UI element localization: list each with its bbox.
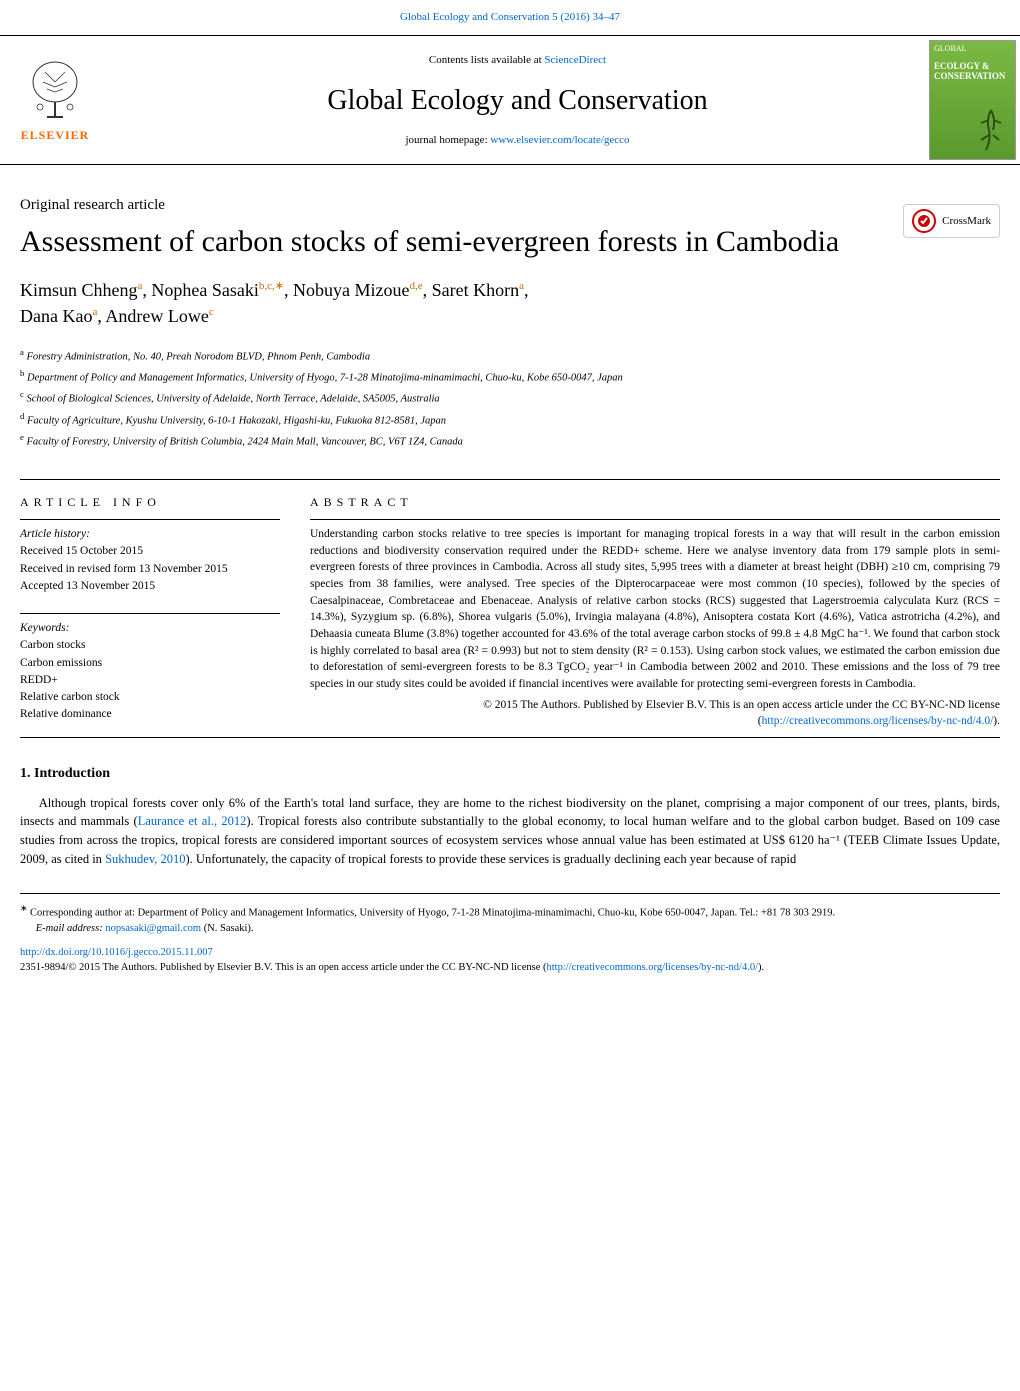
intro-text-c: ). Unfortunately, the capacity of tropic… xyxy=(186,852,797,866)
author-4: Saret Khorn xyxy=(432,280,519,300)
cover-image: GLOBAL ECOLOGY & CONSERVATION xyxy=(929,40,1016,160)
accepted-date: Accepted 13 November 2015 xyxy=(20,578,280,595)
affiliation-d: d Faculty of Agriculture, Kyushu Univers… xyxy=(20,409,1000,430)
cover-lizard-icon xyxy=(971,105,1011,155)
keyword-3: REDD+ xyxy=(20,672,280,689)
crossmark-badge[interactable]: CrossMark xyxy=(903,204,1000,238)
keyword-5: Relative dominance xyxy=(20,706,280,723)
keywords-block: Keywords: Carbon stocks Carbon emissions… xyxy=(20,613,280,724)
email-label: E-mail address: xyxy=(36,923,106,934)
homepage-line: journal homepage: www.elsevier.com/locat… xyxy=(120,133,915,148)
header-citation: Global Ecology and Conservation 5 (2016)… xyxy=(0,0,1020,35)
abstract-column: abstract Understanding carbon stocks rel… xyxy=(310,480,1000,729)
email-line: E-mail address: nopsasaki@gmail.com (N. … xyxy=(20,921,1000,937)
elsevier-logo: ELSEVIER xyxy=(0,36,110,164)
abstract-license: © 2015 The Authors. Published by Elsevie… xyxy=(310,697,1000,729)
article-type: Original research article xyxy=(0,195,1020,216)
corr-text: Corresponding author at: Department of P… xyxy=(30,907,835,918)
homepage-link[interactable]: www.elsevier.com/locate/gecco xyxy=(490,134,629,146)
license-link[interactable]: http://creativecommons.org/licenses/by-n… xyxy=(762,715,994,727)
keyword-2: Carbon emissions xyxy=(20,655,280,672)
issn-text-b: ). xyxy=(758,962,764,973)
email-suffix: (N. Sasaki). xyxy=(201,923,254,934)
abstract-text: Understanding carbon stocks relative to … xyxy=(310,519,1000,693)
author-3: Nobuya Mizoue xyxy=(293,280,409,300)
banner-center: Contents lists available at ScienceDirec… xyxy=(110,36,925,164)
article-info: article info Article history: Received 1… xyxy=(20,480,280,729)
info-abstract-row: article info Article history: Received 1… xyxy=(0,480,1020,729)
issn-line: 2351-9894/© 2015 The Authors. Published … xyxy=(20,960,1000,976)
author-5: Dana Kao xyxy=(20,306,92,326)
author-1: Kimsun Chheng xyxy=(20,280,138,300)
author-1-sup[interactable]: a xyxy=(138,280,143,292)
bottom-info: http://dx.doi.org/10.1016/j.gecco.2015.1… xyxy=(0,937,1020,997)
author-6: Andrew Lowe xyxy=(105,306,208,326)
bottom-license-link[interactable]: http://creativecommons.org/licenses/by-n… xyxy=(547,962,759,973)
issn-text-a: 2351-9894/© 2015 The Authors. Published … xyxy=(20,962,547,973)
affiliation-c: c School of Biological Sciences, Univers… xyxy=(20,387,1000,408)
keywords-label: Keywords: xyxy=(20,620,280,637)
journal-name: Global Ecology and Conservation xyxy=(120,81,915,120)
author-2: Nophea Sasaki xyxy=(151,280,258,300)
revised-date: Received in revised form 13 November 201… xyxy=(20,561,280,578)
intro-paragraph: Although tropical forests cover only 6% … xyxy=(0,794,1020,869)
corresponding-author: ∗ Corresponding author at: Department of… xyxy=(20,902,1000,921)
crossmark-label: CrossMark xyxy=(942,214,991,229)
citation-laurance[interactable]: Laurance et al., 2012 xyxy=(138,814,247,828)
keyword-4: Relative carbon stock xyxy=(20,689,280,706)
author-2-sup[interactable]: b,c,∗ xyxy=(259,280,284,292)
affiliation-b: b Department of Policy and Management In… xyxy=(20,366,1000,387)
citation-sukhudev[interactable]: Sukhudev, 2010 xyxy=(105,852,185,866)
keyword-1: Carbon stocks xyxy=(20,637,280,654)
cover-text-top: GLOBAL xyxy=(930,41,1015,58)
authors: Kimsun Chhenga, Nophea Sasakib,c,∗, Nobu… xyxy=(0,264,1020,336)
author-4-sup[interactable]: a xyxy=(519,280,524,292)
journal-banner: ELSEVIER Contents lists available at Sci… xyxy=(0,35,1020,165)
intro-heading: 1. Introduction xyxy=(0,738,1020,794)
abstract-heading: abstract xyxy=(310,480,1000,519)
crossmark-icon xyxy=(912,209,936,233)
journal-cover: GLOBAL ECOLOGY & CONSERVATION xyxy=(925,36,1020,164)
contents-prefix: Contents lists available at xyxy=(429,54,544,66)
article-title: Assessment of carbon stocks of semi-ever… xyxy=(0,216,1020,264)
author-6-sup[interactable]: c xyxy=(209,306,214,318)
history-block: Article history: Received 15 October 201… xyxy=(20,519,280,595)
cover-text-mid: ECOLOGY & CONSERVATION xyxy=(930,58,1015,86)
affiliation-e: e Faculty of Forestry, University of Bri… xyxy=(20,430,1000,451)
sciencedirect-link[interactable]: ScienceDirect xyxy=(544,54,606,66)
corr-marker: ∗ xyxy=(20,903,27,913)
author-3-sup[interactable]: d,e xyxy=(409,280,422,292)
received-date: Received 15 October 2015 xyxy=(20,543,280,560)
doi-link[interactable]: http://dx.doi.org/10.1016/j.gecco.2015.1… xyxy=(20,947,213,958)
author-5-sup[interactable]: a xyxy=(92,306,97,318)
info-heading: article info xyxy=(20,480,280,519)
history-label: Article history: xyxy=(20,526,280,543)
contents-line: Contents lists available at ScienceDirec… xyxy=(120,53,915,68)
citation-link[interactable]: Global Ecology and Conservation 5 (2016)… xyxy=(400,11,620,23)
email-link[interactable]: nopsasaki@gmail.com xyxy=(105,923,201,934)
affiliation-a: a Forestry Administration, No. 40, Preah… xyxy=(20,345,1000,366)
license-close: ). xyxy=(993,715,1000,727)
affiliations: a Forestry Administration, No. 40, Preah… xyxy=(0,337,1020,459)
elsevier-text: ELSEVIER xyxy=(21,127,90,144)
elsevier-tree-icon xyxy=(25,57,85,127)
footnotes: ∗ Corresponding author at: Department of… xyxy=(20,893,1000,937)
homepage-prefix: journal homepage: xyxy=(405,134,490,146)
